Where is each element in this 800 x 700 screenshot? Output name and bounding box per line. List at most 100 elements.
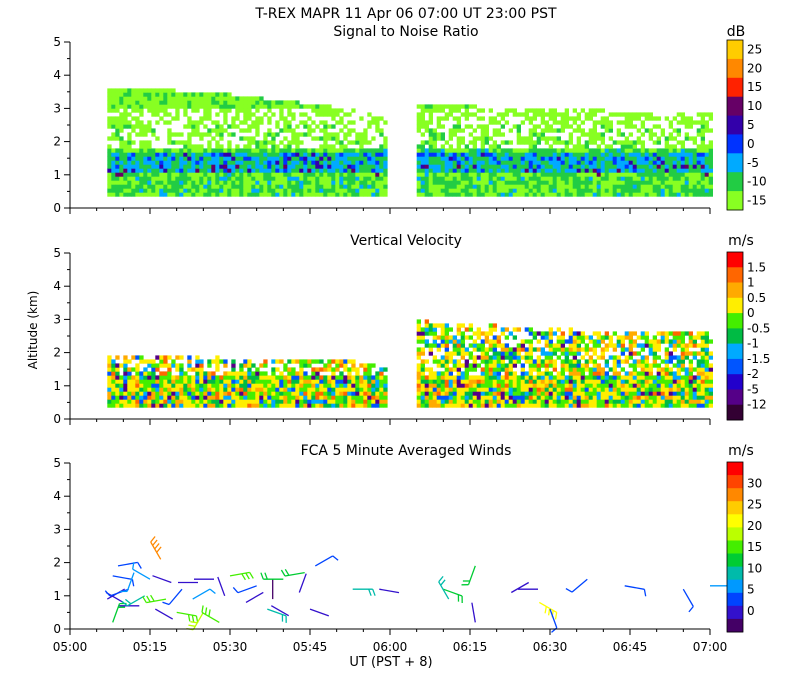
- data-cell: [195, 160, 200, 165]
- data-cell: [303, 391, 308, 396]
- data-cell: [604, 144, 609, 149]
- data-cell: [231, 176, 236, 181]
- data-cell: [476, 335, 481, 340]
- data-cell: [420, 180, 425, 185]
- data-cell: [472, 399, 477, 404]
- y-tick-label: 2: [53, 135, 61, 149]
- data-cell: [440, 152, 445, 157]
- data-cell: [319, 387, 324, 392]
- data-cell: [299, 172, 304, 177]
- data-cell: [524, 347, 529, 352]
- data-cell: [576, 164, 581, 169]
- data-cell: [452, 359, 457, 364]
- data-cell: [544, 371, 549, 376]
- data-cell: [604, 379, 609, 384]
- data-cell: [700, 160, 705, 165]
- data-cell: [187, 100, 192, 105]
- data-cell: [648, 172, 653, 177]
- colorbar-label: -2: [747, 367, 759, 381]
- data-cell: [472, 331, 477, 336]
- data-cell: [355, 140, 360, 145]
- data-cell: [239, 152, 244, 157]
- data-cell: [584, 347, 589, 352]
- data-cell: [584, 391, 589, 396]
- data-cell: [115, 116, 120, 121]
- data-cell: [371, 379, 376, 384]
- data-cell: [448, 371, 453, 376]
- data-cell: [676, 387, 681, 392]
- data-cell: [143, 156, 148, 161]
- data-cell: [291, 383, 296, 388]
- data-cell: [700, 132, 705, 137]
- data-cell: [496, 148, 501, 153]
- data-cell: [315, 108, 320, 113]
- data-cell: [708, 351, 713, 356]
- data-cell: [528, 391, 533, 396]
- data-cell: [488, 403, 493, 408]
- data-cell: [608, 375, 613, 380]
- data-cell: [448, 188, 453, 193]
- data-cell: [496, 160, 501, 165]
- data-cell: [564, 363, 569, 368]
- data-cell: [420, 132, 425, 137]
- data-cell: [155, 136, 160, 141]
- data-cell: [107, 172, 112, 177]
- data-cell: [556, 180, 561, 185]
- data-cell: [215, 144, 220, 149]
- barb-feather: [368, 588, 372, 596]
- data-cell: [576, 375, 581, 380]
- data-cell: [692, 160, 697, 165]
- data-cell: [271, 188, 276, 193]
- data-cell: [119, 116, 124, 121]
- data-cell: [608, 128, 613, 133]
- data-cell: [428, 156, 433, 161]
- data-cell: [680, 180, 685, 185]
- data-cell: [708, 152, 713, 157]
- data-cell: [235, 156, 240, 161]
- data-cell: [528, 140, 533, 145]
- data-cell: [708, 371, 713, 376]
- data-cell: [275, 192, 280, 197]
- data-cell: [299, 371, 304, 376]
- data-cell: [155, 148, 160, 153]
- data-cell: [239, 363, 244, 368]
- data-cell: [600, 152, 605, 157]
- data-cell: [171, 172, 176, 177]
- data-cell: [259, 403, 264, 408]
- data-cell: [271, 367, 276, 372]
- data-cell: [199, 375, 204, 380]
- data-cell: [311, 108, 316, 113]
- data-cell: [496, 367, 501, 372]
- data-cell: [279, 172, 284, 177]
- data-cell: [355, 172, 360, 177]
- data-cell: [628, 140, 633, 145]
- data-cell: [327, 359, 332, 364]
- data-cell: [251, 96, 256, 101]
- data-cell: [688, 192, 693, 197]
- data-cell: [592, 120, 597, 125]
- data-cell: [223, 156, 228, 161]
- data-cell: [620, 403, 625, 408]
- data-cell: [556, 399, 561, 404]
- data-cell: [299, 387, 304, 392]
- data-cell: [327, 399, 332, 404]
- data-cell: [363, 379, 368, 384]
- data-cell: [528, 403, 533, 408]
- data-cell: [227, 180, 232, 185]
- data-cell: [259, 160, 264, 165]
- data-cell: [704, 184, 709, 189]
- data-cell: [279, 108, 284, 113]
- data-cell: [287, 112, 292, 117]
- data-cell: [231, 383, 236, 388]
- data-cell: [584, 383, 589, 388]
- data-cell: [664, 172, 669, 177]
- data-cell: [167, 164, 172, 169]
- data-cell: [371, 188, 376, 193]
- data-cell: [187, 92, 192, 97]
- data-cell: [359, 383, 364, 388]
- data-cell: [167, 176, 172, 181]
- data-cell: [331, 403, 336, 408]
- data-cell: [488, 176, 493, 181]
- colorbar-swatch: [727, 358, 743, 375]
